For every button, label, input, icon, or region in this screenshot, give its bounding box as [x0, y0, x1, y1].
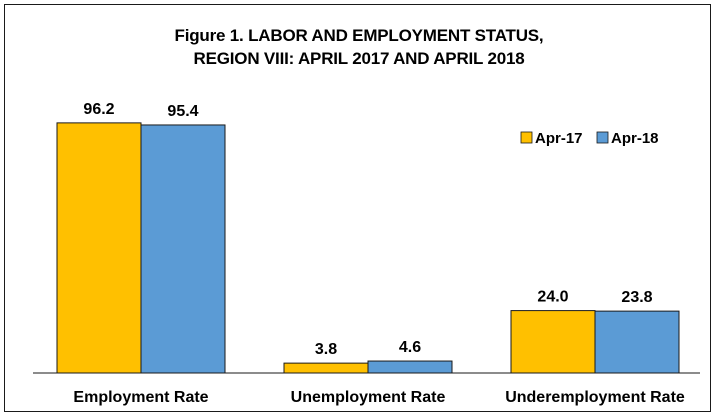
bar-underemployment-rate-apr-17	[510, 310, 596, 374]
x-tick-label-employment-rate: Employment Rate	[73, 389, 208, 406]
bar-employment-rate-apr-17	[56, 122, 142, 374]
bar-unemployment-rate-apr-17	[283, 362, 369, 374]
data-label-underemployment-rate-apr-18: 23.8	[621, 289, 652, 306]
bar-employment-rate-apr-18	[140, 124, 226, 374]
data-label-unemployment-rate-apr-18: 4.6	[399, 339, 421, 356]
legend-label-apr-17: Apr-17	[535, 130, 583, 147]
data-label-underemployment-rate-apr-17: 24.0	[537, 289, 568, 306]
x-tick-label-unemployment-rate: Unemployment Rate	[291, 389, 446, 406]
bar-unemployment-rate-apr-18	[367, 360, 453, 374]
chart-title-line-2: REGION VIII: APRIL 2017 AND APRIL 2018	[193, 49, 525, 68]
chart-title-line-1: Figure 1. LABOR AND EMPLOYMENT STATUS,	[174, 26, 544, 45]
legend-swatch-apr-17	[520, 131, 533, 144]
legend-swatch-apr-18	[596, 131, 609, 144]
data-label-employment-rate-apr-17: 96.2	[83, 101, 114, 118]
data-label-employment-rate-apr-18: 95.4	[167, 103, 198, 120]
legend-label-apr-18: Apr-18	[611, 130, 659, 147]
chart-title: Figure 1. LABOR AND EMPLOYMENT STATUS, R…	[0, 24, 718, 70]
data-label-unemployment-rate-apr-17: 3.8	[315, 341, 337, 358]
x-tick-label-underemployment-rate: Underemployment Rate	[505, 389, 685, 406]
bar-underemployment-rate-apr-18	[594, 310, 680, 374]
